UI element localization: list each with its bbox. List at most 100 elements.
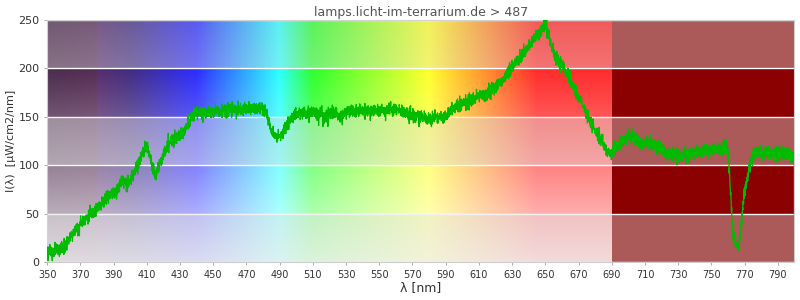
Bar — [186, 20, 187, 262]
Bar — [669, 20, 670, 262]
Bar — [456, 20, 457, 262]
Bar — [462, 20, 463, 262]
Bar — [592, 20, 593, 262]
Bar — [324, 20, 325, 262]
Bar — [468, 20, 469, 262]
Bar — [379, 20, 380, 262]
Bar — [689, 20, 690, 262]
Bar — [595, 20, 596, 262]
Bar — [226, 20, 227, 262]
Bar — [482, 20, 483, 262]
Bar — [593, 20, 594, 262]
Bar — [208, 20, 209, 262]
Bar — [788, 20, 789, 262]
Bar — [217, 20, 218, 262]
Bar — [196, 20, 197, 262]
Bar — [553, 20, 554, 262]
Bar — [255, 20, 256, 262]
Bar — [47, 117, 794, 165]
Bar — [161, 20, 162, 262]
Bar — [747, 20, 748, 262]
Bar — [380, 20, 381, 262]
Bar — [87, 20, 88, 262]
Bar — [159, 20, 160, 262]
Bar — [668, 20, 669, 262]
Bar — [793, 20, 794, 262]
Bar — [342, 20, 343, 262]
Bar — [120, 20, 121, 262]
Bar — [300, 20, 301, 262]
Bar — [182, 20, 183, 262]
Bar — [510, 20, 511, 262]
Bar — [356, 20, 357, 262]
Bar — [777, 20, 778, 262]
Bar — [467, 20, 468, 262]
Bar — [286, 20, 287, 262]
Bar — [558, 20, 559, 262]
Bar — [759, 20, 760, 262]
Bar — [784, 20, 785, 262]
Bar — [583, 20, 584, 262]
Bar — [116, 20, 117, 262]
Bar — [546, 20, 547, 262]
Bar — [680, 20, 681, 262]
Bar — [524, 20, 525, 262]
Bar — [277, 20, 278, 262]
Bar — [68, 20, 69, 262]
Bar — [66, 20, 67, 262]
Bar — [628, 20, 629, 262]
Bar — [580, 20, 581, 262]
Bar — [571, 20, 572, 262]
Bar — [306, 20, 307, 262]
Bar — [534, 20, 535, 262]
Bar — [760, 20, 762, 262]
Bar — [566, 20, 567, 262]
Bar — [301, 20, 302, 262]
Bar — [561, 20, 562, 262]
Bar — [613, 20, 614, 262]
Bar — [573, 20, 574, 262]
Bar — [340, 20, 341, 262]
Bar — [539, 20, 540, 262]
Bar — [491, 20, 492, 262]
Bar — [644, 20, 645, 262]
Bar — [767, 20, 768, 262]
Bar — [267, 20, 268, 262]
Bar — [731, 20, 732, 262]
Bar — [750, 20, 751, 262]
Bar — [173, 20, 174, 262]
Bar — [393, 20, 394, 262]
Bar — [664, 20, 665, 262]
Bar — [736, 20, 737, 262]
Bar — [351, 20, 352, 262]
Bar — [513, 20, 514, 262]
Bar — [537, 20, 538, 262]
Bar — [77, 20, 78, 262]
Bar — [679, 20, 680, 262]
Bar — [172, 20, 173, 262]
Bar — [490, 20, 491, 262]
Bar — [248, 20, 249, 262]
Bar — [514, 20, 515, 262]
Bar — [469, 20, 470, 262]
Bar — [169, 20, 170, 262]
Bar — [149, 20, 150, 262]
Bar — [112, 20, 113, 262]
Bar — [132, 20, 133, 262]
Y-axis label: I(λ)  [μW/cm2/nm]: I(λ) [μW/cm2/nm] — [6, 90, 15, 192]
Bar — [530, 20, 531, 262]
Bar — [91, 20, 92, 262]
Bar — [739, 20, 740, 262]
Bar — [60, 20, 62, 262]
Bar — [660, 20, 661, 262]
Bar — [478, 20, 479, 262]
Bar — [598, 20, 599, 262]
Bar — [772, 20, 773, 262]
Bar — [240, 20, 241, 262]
Bar — [47, 20, 794, 68]
Bar — [146, 20, 147, 262]
Bar — [235, 20, 237, 262]
Bar — [111, 20, 112, 262]
Bar — [782, 20, 783, 262]
Bar — [285, 20, 286, 262]
